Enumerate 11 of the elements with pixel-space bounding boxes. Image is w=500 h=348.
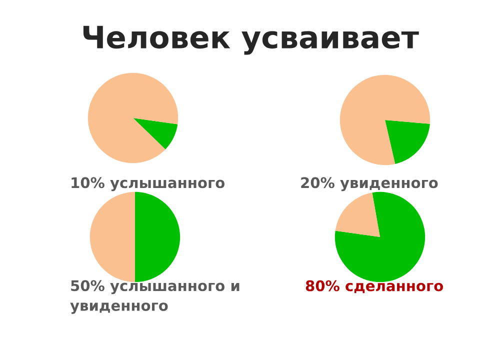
pie-slice bbox=[133, 118, 178, 150]
text: 80% сделанного bbox=[306, 280, 443, 294]
pie-slice bbox=[135, 192, 180, 282]
pie-slice bbox=[340, 74, 430, 166]
text: 10% услышанного bbox=[72, 177, 225, 192]
pie-slice bbox=[385, 120, 430, 164]
text: Человек усваивает bbox=[83, 26, 419, 55]
text: 50% услышанного и увиденного bbox=[70, 280, 240, 314]
pie-slice bbox=[335, 192, 380, 237]
pie-slice bbox=[88, 72, 178, 164]
text: 20% увиденного bbox=[301, 177, 438, 192]
